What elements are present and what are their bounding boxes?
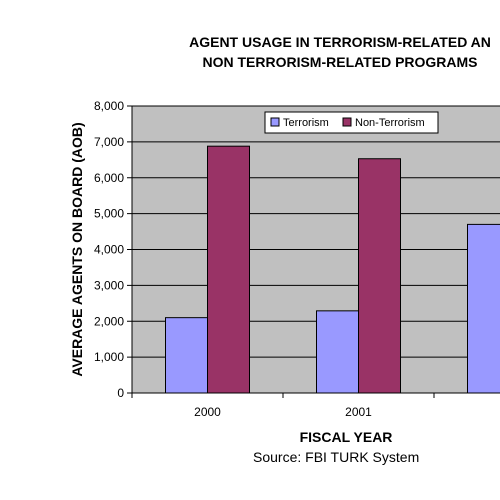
chart-title-line-1: AGENT USAGE IN TERRORISM-RELATED AN <box>189 34 491 50</box>
legend-swatch-non-terrorism <box>342 117 352 127</box>
chart-title-line-2: NON TERRORISM-RELATED PROGRAMS <box>202 54 478 70</box>
bar-non-terrorism-2001 <box>358 158 401 394</box>
y-tick-label: 1,000 <box>94 350 124 364</box>
y-tick-label: 3,000 <box>94 278 124 292</box>
y-tick-label: 6,000 <box>94 171 124 185</box>
y-tick-label: 8,000 <box>94 99 124 113</box>
x-tick-label: 2000 <box>194 405 221 419</box>
bar-terrorism-2001 <box>316 310 359 394</box>
legend: Terrorism Non-Terrorism <box>264 111 439 134</box>
y-tick-label: 0 <box>117 386 124 400</box>
bar-non-terrorism-2000 <box>207 145 250 394</box>
x-tick-label: 2001 <box>345 405 372 419</box>
y-tick-label: 5,000 <box>94 207 124 221</box>
legend-swatch-terrorism <box>270 117 280 127</box>
legend-label-terrorism: Terrorism <box>283 117 329 129</box>
y-tick-label: 2,000 <box>94 314 124 328</box>
x-axis-title: FISCAL YEAR <box>300 429 393 445</box>
bar-terrorism-2000 <box>165 317 208 394</box>
legend-label-non-terrorism: Non-Terrorism <box>355 117 425 129</box>
y-tick-label: 7,000 <box>94 135 124 149</box>
source-note: Source: FBI TURK System <box>253 449 420 465</box>
bar-terrorism-Ju <box>467 223 500 394</box>
y-tick-label: 4,000 <box>94 243 124 257</box>
y-axis-title: AVERAGE AGENTS ON BOARD (AOB) <box>69 122 85 376</box>
